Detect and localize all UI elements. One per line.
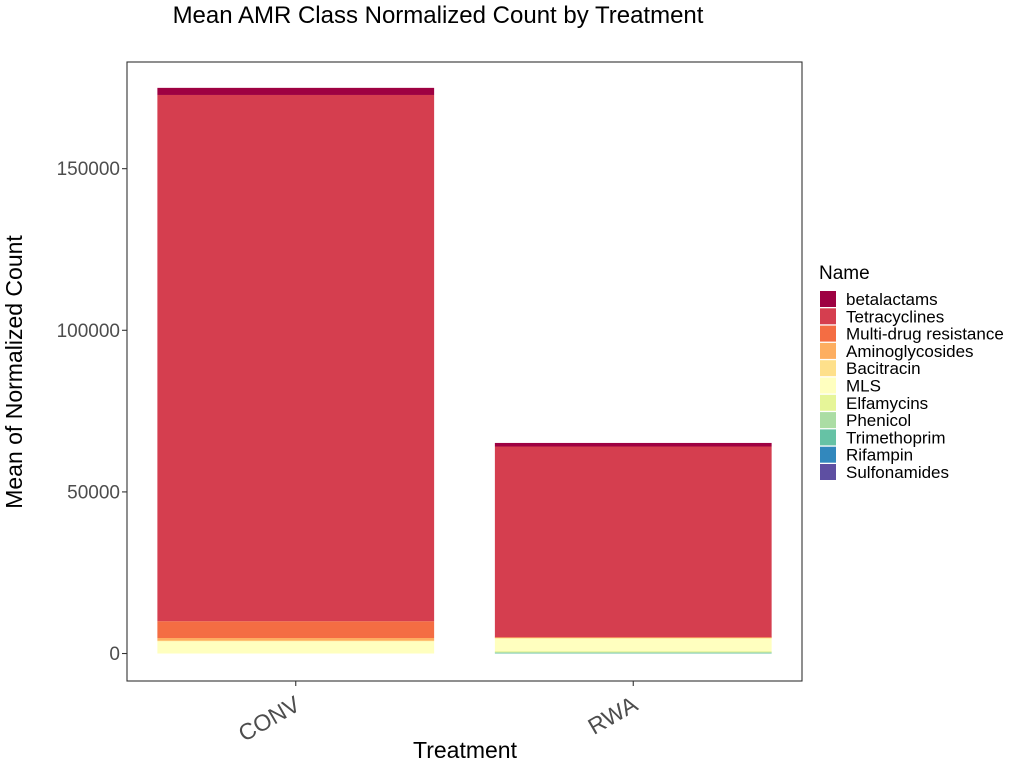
legend-label: Bacitracin xyxy=(846,359,921,378)
legend-swatch-sulfonamides xyxy=(820,464,836,480)
legend-swatch-elfamycins xyxy=(820,394,836,411)
bars-layer xyxy=(157,87,772,654)
legend-title: Name xyxy=(819,263,870,284)
bar-segment-conv-multi-drug-resistance xyxy=(157,621,435,639)
legend-swatch-mls xyxy=(820,377,836,394)
legend-label: Phenicol xyxy=(846,411,911,430)
legend-swatch-multi-drug-resistance xyxy=(820,325,836,342)
x-axis-title: Treatment xyxy=(413,737,518,763)
x-tick-label: CONV xyxy=(234,690,305,746)
y-tick-label: 150000 xyxy=(57,159,120,180)
x-tick-label: RWA xyxy=(583,690,642,739)
legend: Name betalactamsTetracyclinesMulti-drug … xyxy=(819,263,1004,482)
y-tick-label: 50000 xyxy=(67,482,120,503)
bar-segment-conv-mls xyxy=(157,641,435,654)
legend-swatch-bacitracin xyxy=(820,360,836,377)
bar-segment-conv-tetracyclines xyxy=(157,94,435,622)
chart-title: Mean AMR Class Normalized Count by Treat… xyxy=(173,2,704,29)
bar-segment-rwa-phenicol xyxy=(494,652,772,654)
legend-label: betalactams xyxy=(846,290,938,309)
legend-label: Multi-drug resistance xyxy=(846,325,1004,344)
legend-swatch-rifampin xyxy=(820,446,836,463)
legend-swatch-trimethoprim xyxy=(820,429,836,446)
legend-label: Elfamycins xyxy=(846,394,928,413)
bar-segment-rwa-mls xyxy=(494,638,772,652)
bar-segment-rwa-trimethoprim xyxy=(494,652,772,654)
y-axis-title: Mean of Normalized Count xyxy=(1,235,27,509)
bar-segment-conv-betalactams xyxy=(157,87,435,95)
bar-segment-rwa-tetracyclines xyxy=(494,446,772,638)
bar-segment-rwa-bacitracin xyxy=(494,637,772,639)
bar-segment-rwa-betalactams xyxy=(494,442,772,447)
bar-segment-conv-aminoglycosides xyxy=(157,638,435,641)
bar-segment-conv-bacitracin xyxy=(157,640,435,642)
y-tick-label: 100000 xyxy=(57,321,120,342)
bar-segment-rwa-elfamycins xyxy=(494,651,772,653)
legend-swatch-phenicol xyxy=(820,412,836,429)
legend-label: Aminoglycosides xyxy=(846,342,974,361)
legend-label: Tetracyclines xyxy=(846,307,944,326)
legend-swatch-aminoglycosides xyxy=(820,342,836,359)
legend-swatch-betalactams xyxy=(820,291,836,307)
y-tick-label: 0 xyxy=(109,644,120,665)
legend-swatch-tetracyclines xyxy=(820,308,836,325)
legend-label: Rifampin xyxy=(846,446,913,465)
legend-label: MLS xyxy=(846,377,881,396)
legend-label: Sulfonamides xyxy=(846,463,949,482)
y-axis: 0 50000 100000 150000 xyxy=(57,159,127,665)
legend-label: Trimethoprim xyxy=(846,428,946,447)
